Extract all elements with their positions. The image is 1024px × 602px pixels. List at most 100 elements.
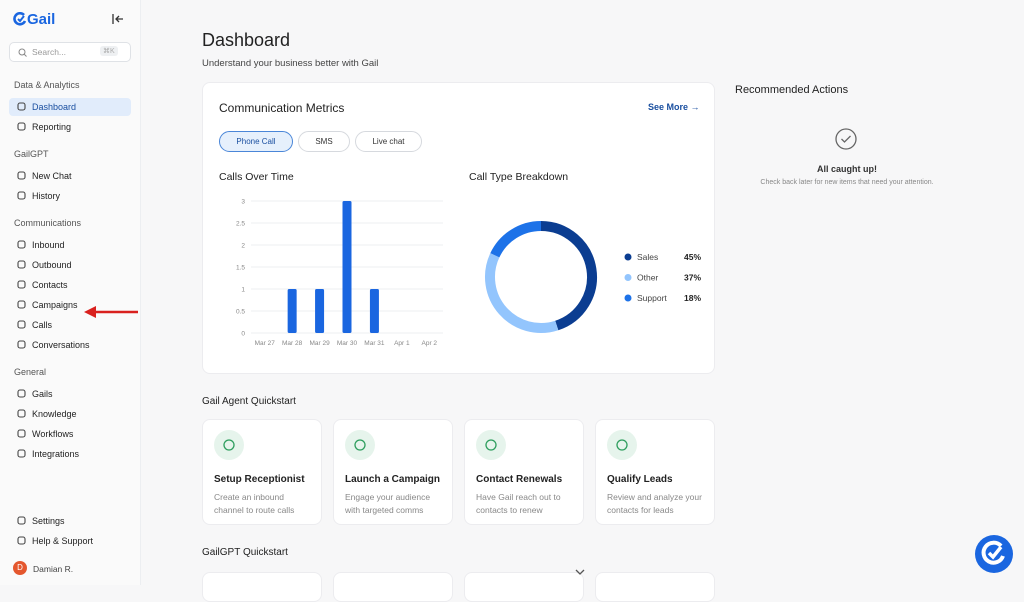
- user-name[interactable]: Damian R.: [33, 564, 74, 574]
- bar[interactable]: [369, 289, 379, 333]
- donut-segment[interactable]: [490, 221, 542, 258]
- nav-icon: [17, 516, 26, 525]
- legend-label: Sales: [637, 252, 658, 262]
- legend-value: 45%: [684, 252, 701, 262]
- nav-item[interactable]: Gails: [32, 389, 53, 399]
- nav-item[interactable]: Reporting: [32, 122, 72, 132]
- recommended-status: All caught up!: [817, 164, 877, 174]
- collapse-button[interactable]: [112, 13, 124, 25]
- nav-item[interactable]: Contacts: [32, 280, 68, 290]
- agent-quickstart-title: Gail Agent Quickstart: [202, 396, 296, 407]
- legend-value: 18%: [684, 293, 701, 303]
- nav-item[interactable]: Conversations: [32, 340, 90, 350]
- nav-icon: [17, 260, 26, 269]
- card-title: Setup Receptionist: [214, 474, 305, 485]
- nav-item[interactable]: Calls: [32, 320, 53, 330]
- legend-swatch: [624, 294, 632, 302]
- icon-shape: [17, 102, 26, 111]
- tab-label[interactable]: SMS: [315, 137, 333, 146]
- y-tick-label: 0.5: [236, 309, 245, 316]
- nav-item[interactable]: Workflows: [32, 429, 74, 439]
- y-tick-label: 1: [241, 287, 245, 294]
- donut-chart: Sales 45% Other 37% Support 18%: [485, 221, 701, 333]
- search-icon: [18, 48, 27, 57]
- icon-glyph: [223, 439, 235, 451]
- quickstart-card[interactable]: Setup Receptionist Create an inbound chan…: [202, 419, 322, 525]
- x-tick-label: Mar 30: [337, 340, 358, 347]
- bar[interactable]: [342, 201, 352, 333]
- bar[interactable]: [287, 289, 297, 333]
- icon-shape: [17, 171, 26, 180]
- page-title: Dashboard: [202, 30, 291, 50]
- tab[interactable]: Live chat: [355, 131, 422, 152]
- quickstart-card[interactable]: Contact Renewals Have Gail reach out to c…: [464, 419, 584, 525]
- quickstart-card[interactable]: Launch a Campaign Engage your audience wi…: [333, 419, 453, 525]
- icon-shape: [17, 389, 26, 398]
- nav-icon: [17, 280, 26, 289]
- bar[interactable]: [315, 289, 325, 333]
- search-box[interactable]: Search... ⌘K: [9, 42, 131, 62]
- tab[interactable]: Phone Call: [219, 131, 293, 152]
- nav-item[interactable]: History: [32, 191, 61, 201]
- card-description: Engage your audience with targeted comms: [345, 492, 431, 515]
- chat-launcher[interactable]: [974, 534, 1014, 574]
- gpt-card[interactable]: [464, 572, 584, 602]
- tab-label[interactable]: Phone Call: [236, 137, 276, 146]
- card-title: Contact Renewals: [476, 474, 563, 485]
- x-tick-label: Apr 2: [422, 340, 438, 347]
- card-description: Review and analyze your contacts for lea…: [607, 492, 702, 515]
- recommended-note: Check back later for new items that need…: [760, 179, 934, 186]
- icon-bg: [476, 430, 506, 460]
- nav-icon: [17, 340, 26, 349]
- icon-shape: [17, 340, 26, 349]
- gpt-card[interactable]: [595, 572, 715, 602]
- donut-segment[interactable]: [485, 253, 559, 333]
- search-shortcut: ⌘K: [100, 46, 118, 56]
- x-tick-label: Apr 1: [394, 340, 410, 347]
- nav-item[interactable]: Inbound: [32, 240, 65, 250]
- nav-item[interactable]: Help & Support: [32, 536, 94, 546]
- nav-icon: [17, 449, 26, 458]
- nav-item[interactable]: New Chat: [32, 171, 72, 181]
- y-tick-label: 2: [241, 243, 245, 250]
- nav-icon: [17, 300, 26, 309]
- see-more-link[interactable]: See More →: [648, 102, 700, 112]
- card-title: Qualify Leads: [607, 474, 673, 485]
- icon-shape: [17, 449, 26, 458]
- card-icon: [476, 430, 506, 460]
- nav-item[interactable]: Knowledge: [32, 409, 77, 419]
- card-description: Create an inbound channel to route calls: [214, 492, 295, 515]
- legend-value: 37%: [684, 273, 701, 283]
- quickstart-card[interactable]: Qualify Leads Review and analyze your con…: [595, 419, 715, 525]
- tab[interactable]: SMS: [298, 131, 350, 152]
- nav-item[interactable]: Dashboard: [9, 98, 131, 116]
- chart-title: Calls Over Time: [219, 171, 294, 183]
- nav-item[interactable]: Integrations: [32, 449, 80, 459]
- y-tick-label: 0: [241, 331, 245, 338]
- section-title: Communications: [14, 218, 82, 228]
- icon-bg: [345, 430, 375, 460]
- icon-glyph: [616, 439, 628, 451]
- nav-icon: [17, 122, 26, 131]
- see-more-text[interactable]: See More: [648, 102, 689, 112]
- legend-swatch: [624, 253, 632, 261]
- nav-icon: [17, 191, 26, 200]
- icon-shape: [17, 536, 26, 545]
- donut-segment[interactable]: [540, 221, 597, 331]
- icon-shape: [17, 280, 26, 289]
- x-tick-label: Mar 31: [364, 340, 385, 347]
- nav-item[interactable]: Outbound: [32, 260, 72, 270]
- metrics-title: Communication Metrics: [219, 101, 345, 115]
- legend-label: Support: [637, 293, 667, 303]
- y-tick-label: 2.5: [236, 221, 245, 228]
- gpt-card[interactable]: [202, 572, 322, 602]
- gpt-card[interactable]: [333, 572, 453, 602]
- recommended-title: Recommended Actions: [735, 84, 849, 96]
- section-title: Data & Analytics: [14, 80, 80, 90]
- scroll-chevron[interactable]: [574, 568, 586, 576]
- tab-label[interactable]: Live chat: [372, 137, 405, 146]
- icon-shape: [17, 320, 26, 329]
- nav-item[interactable]: Campaigns: [32, 300, 78, 310]
- nav-icon: [17, 320, 26, 329]
- nav-item[interactable]: Settings: [32, 516, 65, 526]
